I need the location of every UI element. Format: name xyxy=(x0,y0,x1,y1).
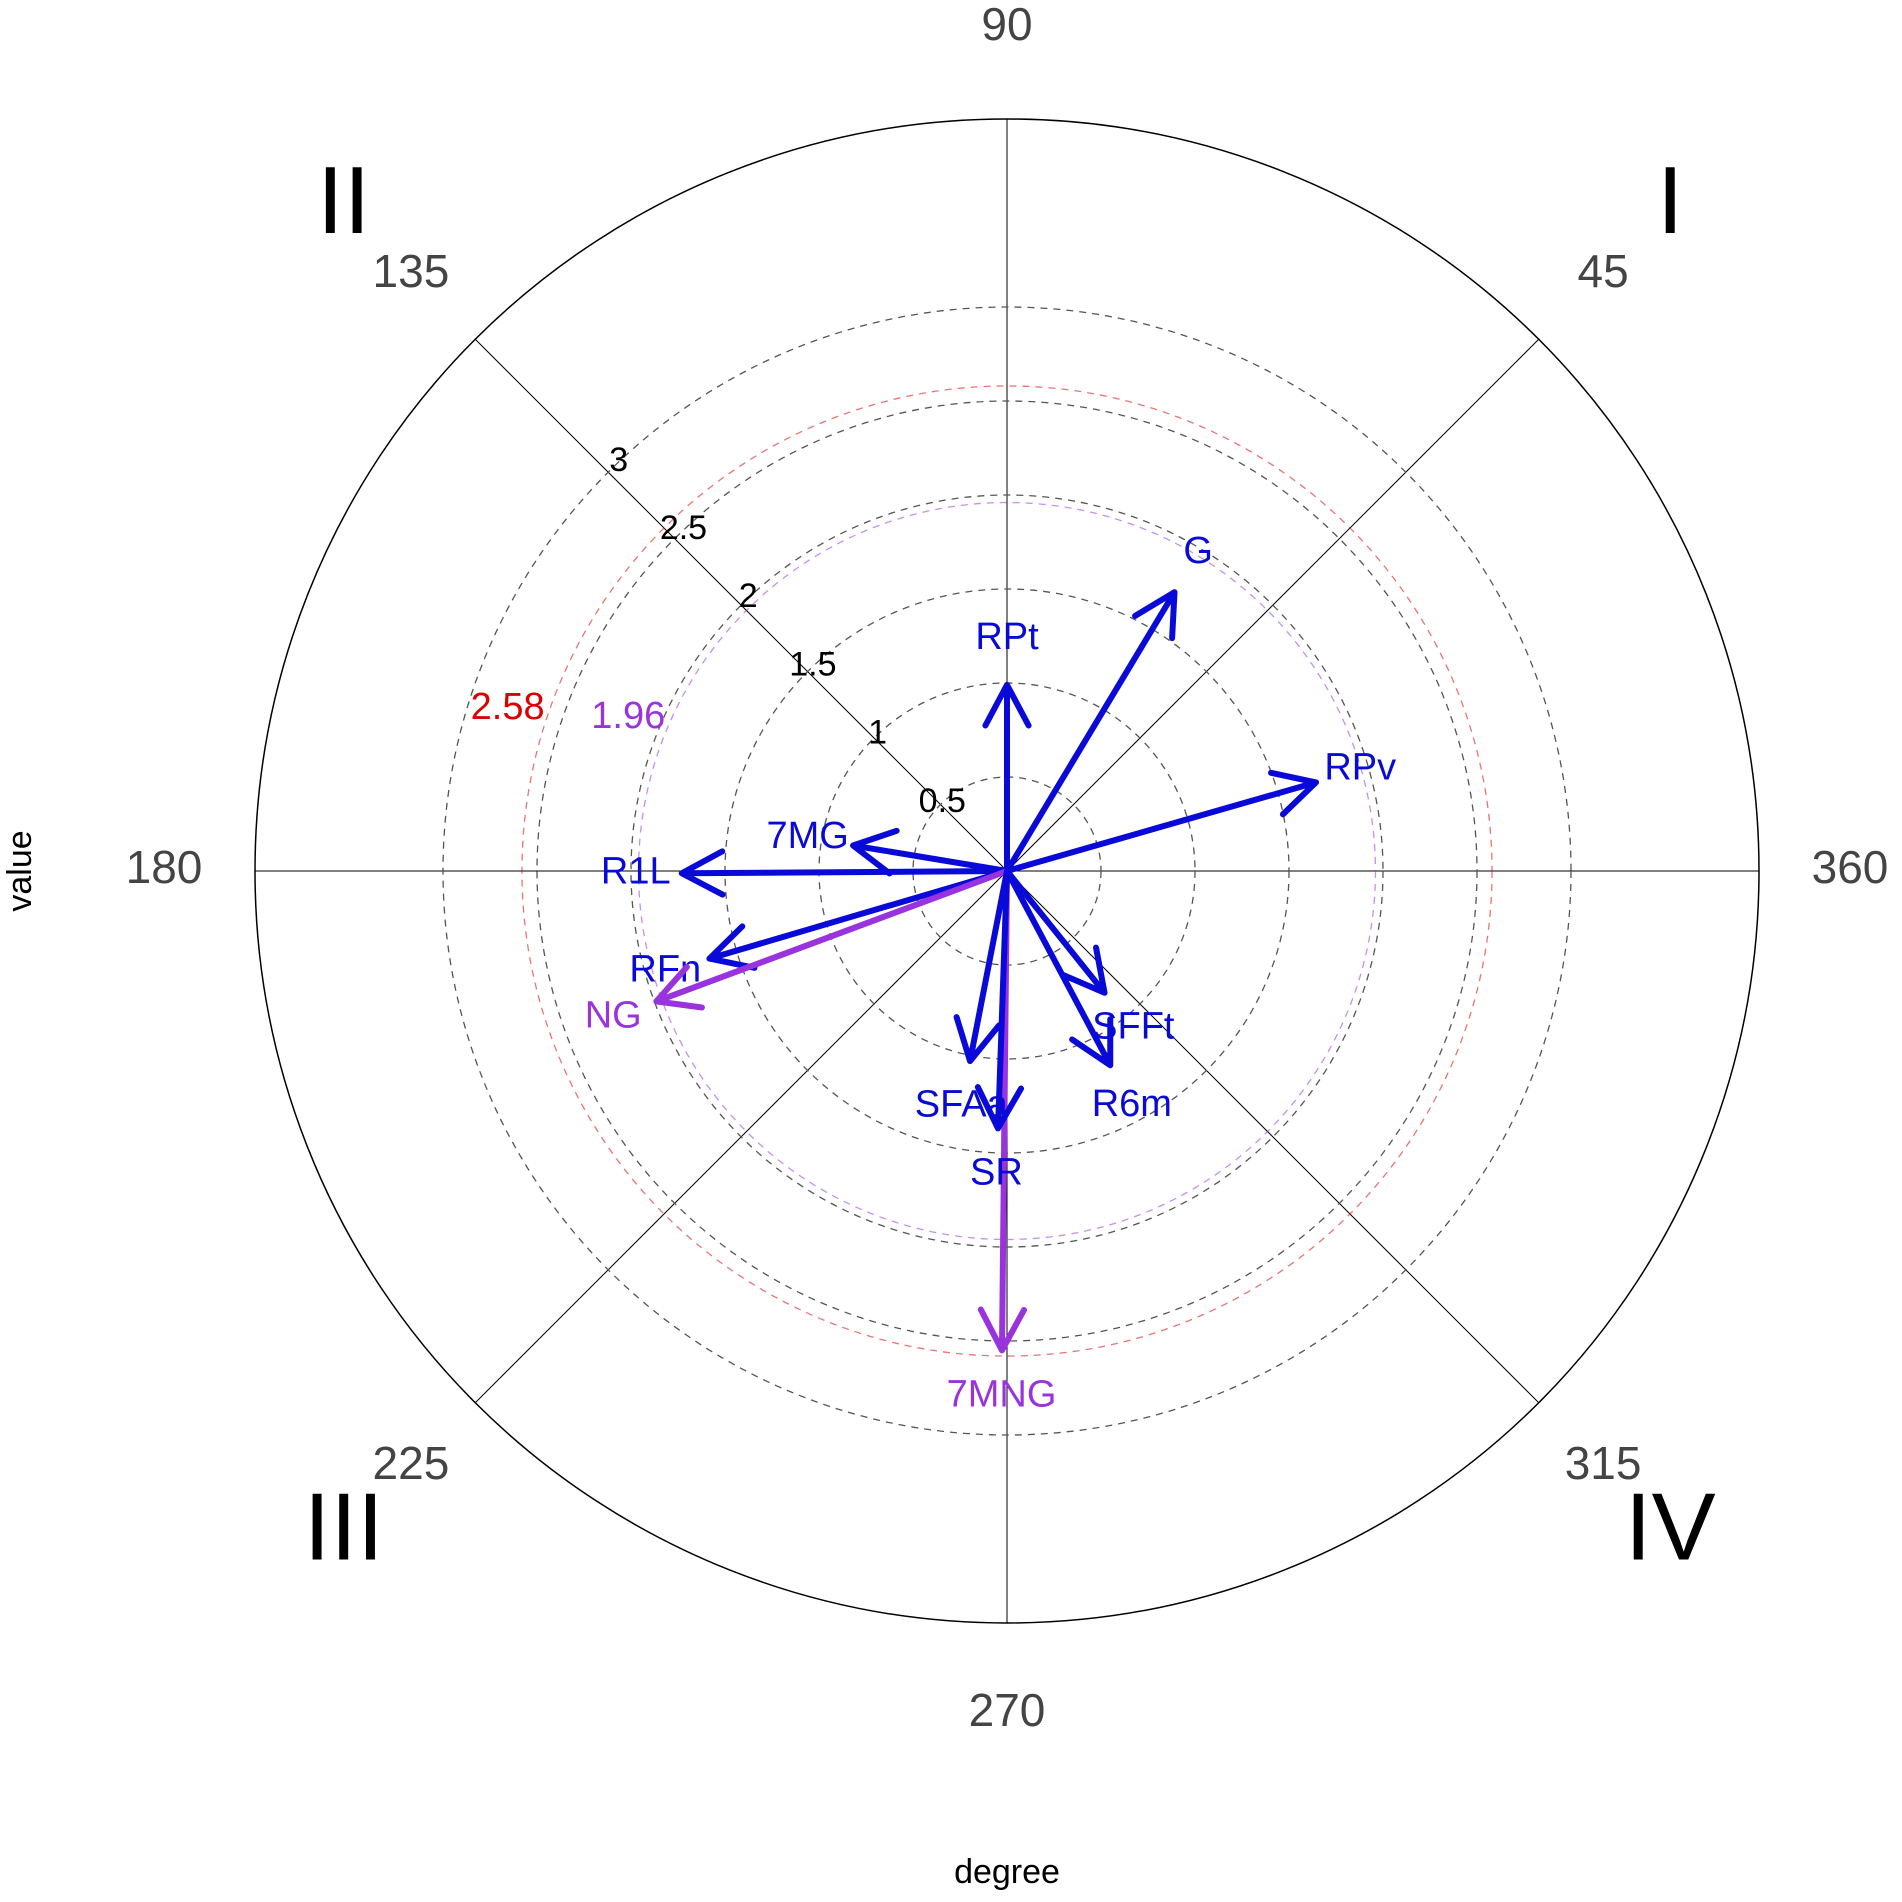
degree-tick-label: 180 xyxy=(126,841,203,893)
vector-label: 7MNG xyxy=(947,1373,1057,1415)
degree-tick-label: 225 xyxy=(373,1437,450,1489)
vector-label: SR xyxy=(970,1151,1023,1193)
radial-tick-label: 3 xyxy=(609,441,628,479)
vector-label: RPt xyxy=(975,616,1039,658)
reference-circle xyxy=(637,501,1377,1241)
radial-tick-label: 2 xyxy=(739,577,758,615)
radial-tick-label: 0.5 xyxy=(919,782,966,820)
vector-arrow xyxy=(706,868,1010,971)
vector-label: SFFt xyxy=(1092,1006,1175,1048)
vector-arrow xyxy=(850,827,1010,877)
degree-tick-label: 270 xyxy=(969,1684,1046,1736)
spoke-line xyxy=(1006,338,1540,872)
vector-arrow xyxy=(1004,868,1114,1069)
quadrant-label: II xyxy=(317,147,370,254)
degree-tick-label: 90 xyxy=(981,0,1032,50)
vector-arrow xyxy=(1004,769,1320,874)
vector-label: SFAa xyxy=(915,1083,1009,1125)
vector-label: R6m xyxy=(1092,1083,1172,1125)
y-axis-label: value xyxy=(1,830,39,911)
vector-arrow xyxy=(982,681,1032,874)
vector-arrow xyxy=(974,868,1025,1132)
radial-tick-label: 2.5 xyxy=(660,509,707,547)
spoke-line xyxy=(1006,870,1540,1404)
vector-label: RFn xyxy=(629,949,701,991)
reference-label: 1.96 xyxy=(591,695,665,737)
vector-arrow xyxy=(653,868,1010,1011)
degree-tick-label: 360 xyxy=(1812,841,1889,893)
vector-arrow xyxy=(678,848,1010,898)
vector-label: R1L xyxy=(601,851,671,893)
degree-tick-label: 135 xyxy=(373,245,450,297)
quadrant-label: IV xyxy=(1625,1474,1716,1581)
reference-circle xyxy=(521,385,1493,1357)
vector-arrow xyxy=(953,868,1010,1065)
degree-tick-label: 315 xyxy=(1565,1437,1642,1489)
vector-label: 7MG xyxy=(766,815,848,857)
vector-label: RPv xyxy=(1324,747,1396,789)
grid-circle xyxy=(630,494,1384,1248)
radial-tick-label: 1.5 xyxy=(789,645,836,683)
vector-label: NG xyxy=(585,994,642,1036)
quadrant-label: III xyxy=(304,1474,384,1581)
grid-circle xyxy=(536,400,1478,1342)
vector-label: G xyxy=(1183,530,1213,572)
radial-tick-label: 1 xyxy=(868,714,887,752)
vector-arrow xyxy=(1004,868,1108,996)
grid-circle xyxy=(442,306,1572,1436)
quadrant-label: I xyxy=(1657,147,1684,254)
degree-tick-label: 45 xyxy=(1578,245,1629,297)
x-axis-label: degree xyxy=(954,1853,1060,1891)
vector-arrow xyxy=(1004,589,1178,874)
reference-label: 2.58 xyxy=(471,686,545,728)
